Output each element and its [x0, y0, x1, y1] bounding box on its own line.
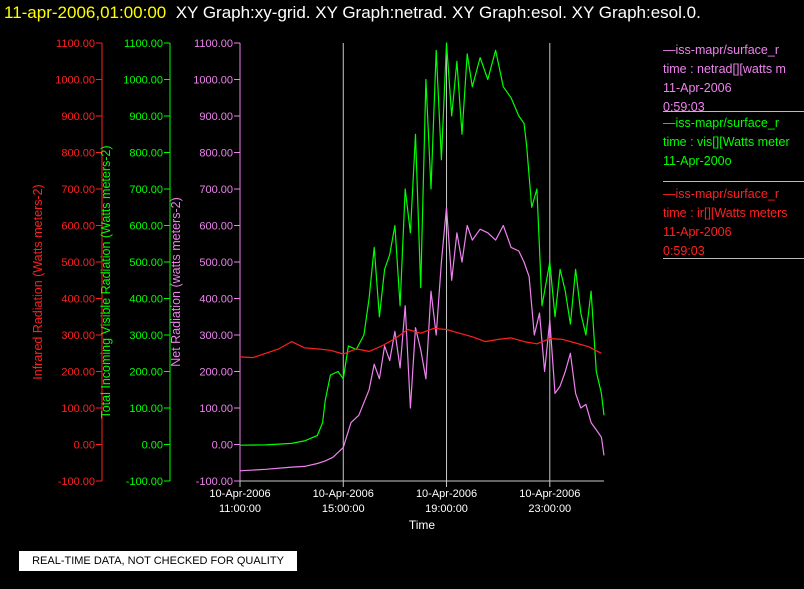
y-tick-label: 200.00: [129, 367, 163, 379]
title-bar: 11-apr-2006,01:00:00 XY Graph:xy-grid. X…: [4, 3, 701, 23]
series-line-2: [239, 206, 605, 472]
y-tick-label: 0.00: [74, 440, 95, 452]
y-tick-label: 500.00: [199, 257, 233, 269]
y-tick-label: 400.00: [199, 294, 233, 306]
x-tick-label: 11:00:00: [219, 503, 261, 515]
y-tick-label: 800.00: [129, 148, 163, 160]
y-tick-label: 900.00: [129, 111, 163, 123]
title-datetime: 11-apr-2006,01:00:00: [4, 3, 167, 22]
y-tick-label: 500.00: [61, 257, 95, 269]
y-tick-label: 600.00: [199, 221, 233, 233]
y-tick-label: 100.00: [61, 403, 95, 415]
x-tick-label: 23:00:00: [528, 503, 571, 515]
x-tick-label: 10-Apr-2006: [416, 488, 477, 500]
y-tick-label: 0.00: [142, 440, 163, 452]
y-tick-label: 200.00: [61, 367, 95, 379]
y-tick-label: -100.00: [126, 476, 163, 488]
y-tick-label: 700.00: [61, 184, 95, 196]
legend-entry-line: 0:59:03: [663, 244, 705, 258]
title-graph-list: XY Graph:xy-grid. XY Graph:netrad. XY Gr…: [175, 3, 701, 22]
x-tick-label: 15:00:00: [322, 503, 365, 515]
x-tick-label: 10-Apr-2006: [519, 488, 580, 500]
legend-divider: [663, 181, 804, 182]
y-tick-label: 700.00: [129, 184, 163, 196]
y-axis-label-2: Total Incoming Visible Radiation (Watts …: [99, 145, 113, 418]
y-tick-label: 1100.00: [124, 38, 163, 50]
y-tick-label: 1000.00: [193, 75, 233, 87]
y-tick-label: 800.00: [199, 148, 233, 160]
y-axis-label-1: Infrared Radiation (Watts meters-2): [31, 184, 45, 379]
y-tick-label: 400.00: [61, 294, 95, 306]
quality-status-box: REAL-TIME DATA, NOT CHECKED FOR QUALITY: [19, 551, 297, 571]
y-tick-label: 700.00: [199, 184, 233, 196]
legend-entry-line: —iss-mapr/surface_r: [663, 116, 779, 130]
legend-entry-line: 11-Apr-2006: [663, 225, 732, 239]
y-tick-label: 1000.00: [123, 75, 163, 87]
y-tick-label: 1100.00: [56, 38, 95, 50]
legend-entry-line: time : vis[][Watts meter: [663, 135, 790, 149]
y-tick-label: 900.00: [61, 111, 95, 123]
y-tick-label: 1000.00: [55, 75, 95, 87]
y-tick-label: -100.00: [58, 476, 95, 488]
legend-divider: [663, 111, 804, 112]
y-tick-label: 100.00: [199, 403, 233, 415]
legend-entry-line: time : ir[][Watts meters: [663, 206, 788, 220]
series-line-3: [239, 327, 602, 359]
x-tick-label: 10-Apr-2006: [209, 488, 270, 500]
legend-entry-line: —iss-mapr/surface_r: [663, 43, 779, 57]
y-tick-label: 400.00: [129, 294, 163, 306]
legend-entry-line: 0:59:03: [663, 100, 705, 114]
y-tick-label: 0.00: [212, 440, 233, 452]
y-tick-label: 300.00: [61, 330, 95, 342]
legend-entry-line: —iss-mapr/surface_r: [663, 187, 779, 201]
y-tick-label: 200.00: [199, 367, 233, 379]
y-tick-label: 800.00: [61, 148, 95, 160]
y-axis-label-3: Net Radiation (watts meters-2): [169, 197, 183, 367]
y-tick-label: 600.00: [129, 221, 163, 233]
y-tick-label: 500.00: [129, 257, 163, 269]
x-tick-label: 19:00:00: [425, 503, 468, 515]
y-tick-label: -100.00: [196, 476, 233, 488]
legend-entry-line: 11-Apr-200o: [663, 154, 732, 168]
y-tick-label: 900.00: [199, 111, 233, 123]
y-tick-label: 100.00: [129, 403, 163, 415]
legend-entry-line: 11-Apr-2006: [663, 81, 732, 95]
x-tick-label: 10-Apr-2006: [313, 488, 374, 500]
legend-entry-line: time : netrad[][watts m: [663, 62, 786, 76]
y-tick-label: 300.00: [129, 330, 163, 342]
y-tick-label: 300.00: [199, 330, 233, 342]
y-tick-label: 1100.00: [194, 38, 233, 50]
x-axis-label: Time: [409, 518, 436, 532]
series-line-1: [239, 42, 605, 446]
legend-divider: [663, 258, 804, 259]
y-tick-label: 600.00: [61, 221, 95, 233]
